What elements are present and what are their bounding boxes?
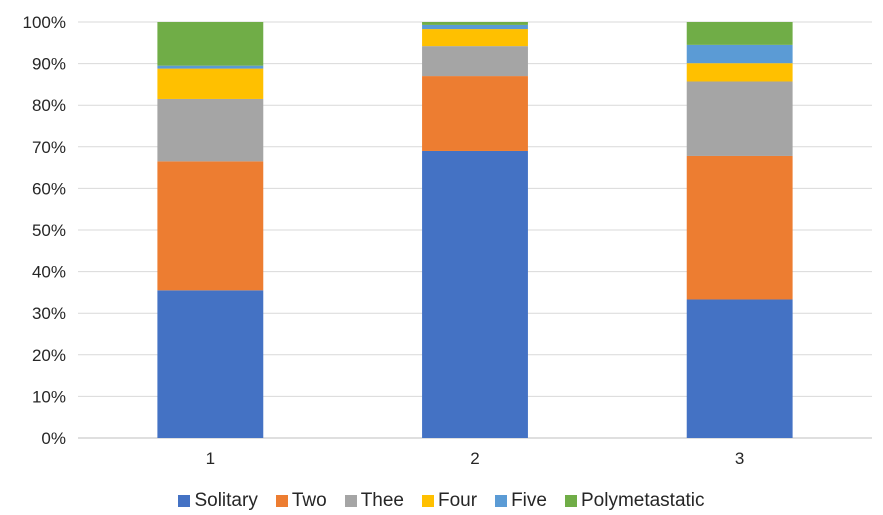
x-tick-label: 1: [206, 449, 215, 468]
bar-segment-five-2: [422, 24, 528, 30]
legend-label: Four: [438, 490, 478, 511]
y-tick-label: 60%: [32, 179, 66, 198]
y-tick-label: 40%: [32, 263, 66, 282]
x-axis-ticks: 1 2 3: [206, 449, 745, 468]
bar-segment-thee-2: [422, 46, 528, 77]
y-tick-label: 20%: [32, 346, 66, 365]
bar-segment-solitary-3: [686, 299, 793, 438]
legend-label: Five: [511, 490, 547, 511]
legend-swatch: [564, 495, 577, 507]
bar-segment-polymetastatic-2: [422, 22, 528, 25]
y-tick-label: 0%: [41, 429, 66, 448]
legend-swatch: [344, 495, 357, 507]
bar-segment-four-1: [157, 68, 264, 99]
y-tick-label: 70%: [32, 138, 66, 157]
legend-item-polymetastatic: Polymetastatic: [564, 490, 705, 512]
y-tick-label: 30%: [32, 304, 66, 323]
bar-segment-two-2: [422, 76, 528, 151]
legend-label: Polymetastatic: [580, 490, 705, 511]
bar-segment-thee-3: [686, 81, 793, 156]
legend-item-two: Two: [275, 490, 327, 512]
legend-item-five: Five: [495, 490, 547, 512]
legend-item-four: Four: [422, 490, 477, 512]
legend-label: Two: [291, 490, 327, 511]
legend-swatch: [422, 495, 434, 507]
legend-item-solitary: Solitary: [178, 490, 258, 512]
legend-label: Thee: [360, 490, 404, 511]
chart-canvas: 0% 10% 20% 30% 40% 50% 60% 70% 80% 90% 100% 1 2 3: [23, 13, 872, 468]
x-tick-label: 3: [735, 449, 744, 468]
legend-swatch: [275, 495, 288, 507]
bar-segment-two-1: [157, 161, 264, 291]
legend-swatch: [495, 495, 508, 507]
bar-segment-four-3: [686, 63, 793, 82]
bar-segment-two-3: [686, 155, 793, 300]
legend: Solitary Two Thee Four Five Polymetastatic: [0, 490, 883, 512]
bar-segment-five-1: [157, 65, 264, 69]
bar-segment-polymetastatic-3: [686, 22, 793, 45]
bar-segment-solitary-1: [157, 290, 264, 438]
y-tick-label: 10%: [32, 387, 66, 406]
legend-swatch: [178, 495, 191, 507]
bar-segment-solitary-2: [422, 150, 528, 438]
legend-item-thee: Thee: [344, 490, 404, 512]
y-tick-label: 100%: [23, 13, 66, 32]
y-tick-label: 80%: [32, 96, 66, 115]
y-tick-label: 90%: [32, 55, 66, 74]
bar-segment-four-2: [422, 29, 528, 47]
y-axis-ticks: 0% 10% 20% 30% 40% 50% 60% 70% 80% 90% 100%: [23, 13, 66, 448]
bar-segment-thee-1: [157, 98, 264, 162]
bar-segment-polymetastatic-1: [157, 22, 264, 66]
y-tick-label: 50%: [32, 221, 66, 240]
x-tick-label: 2: [470, 449, 479, 468]
bar-segment-five-3: [686, 44, 793, 64]
legend-label: Solitary: [194, 490, 258, 511]
bars: [157, 22, 793, 438]
